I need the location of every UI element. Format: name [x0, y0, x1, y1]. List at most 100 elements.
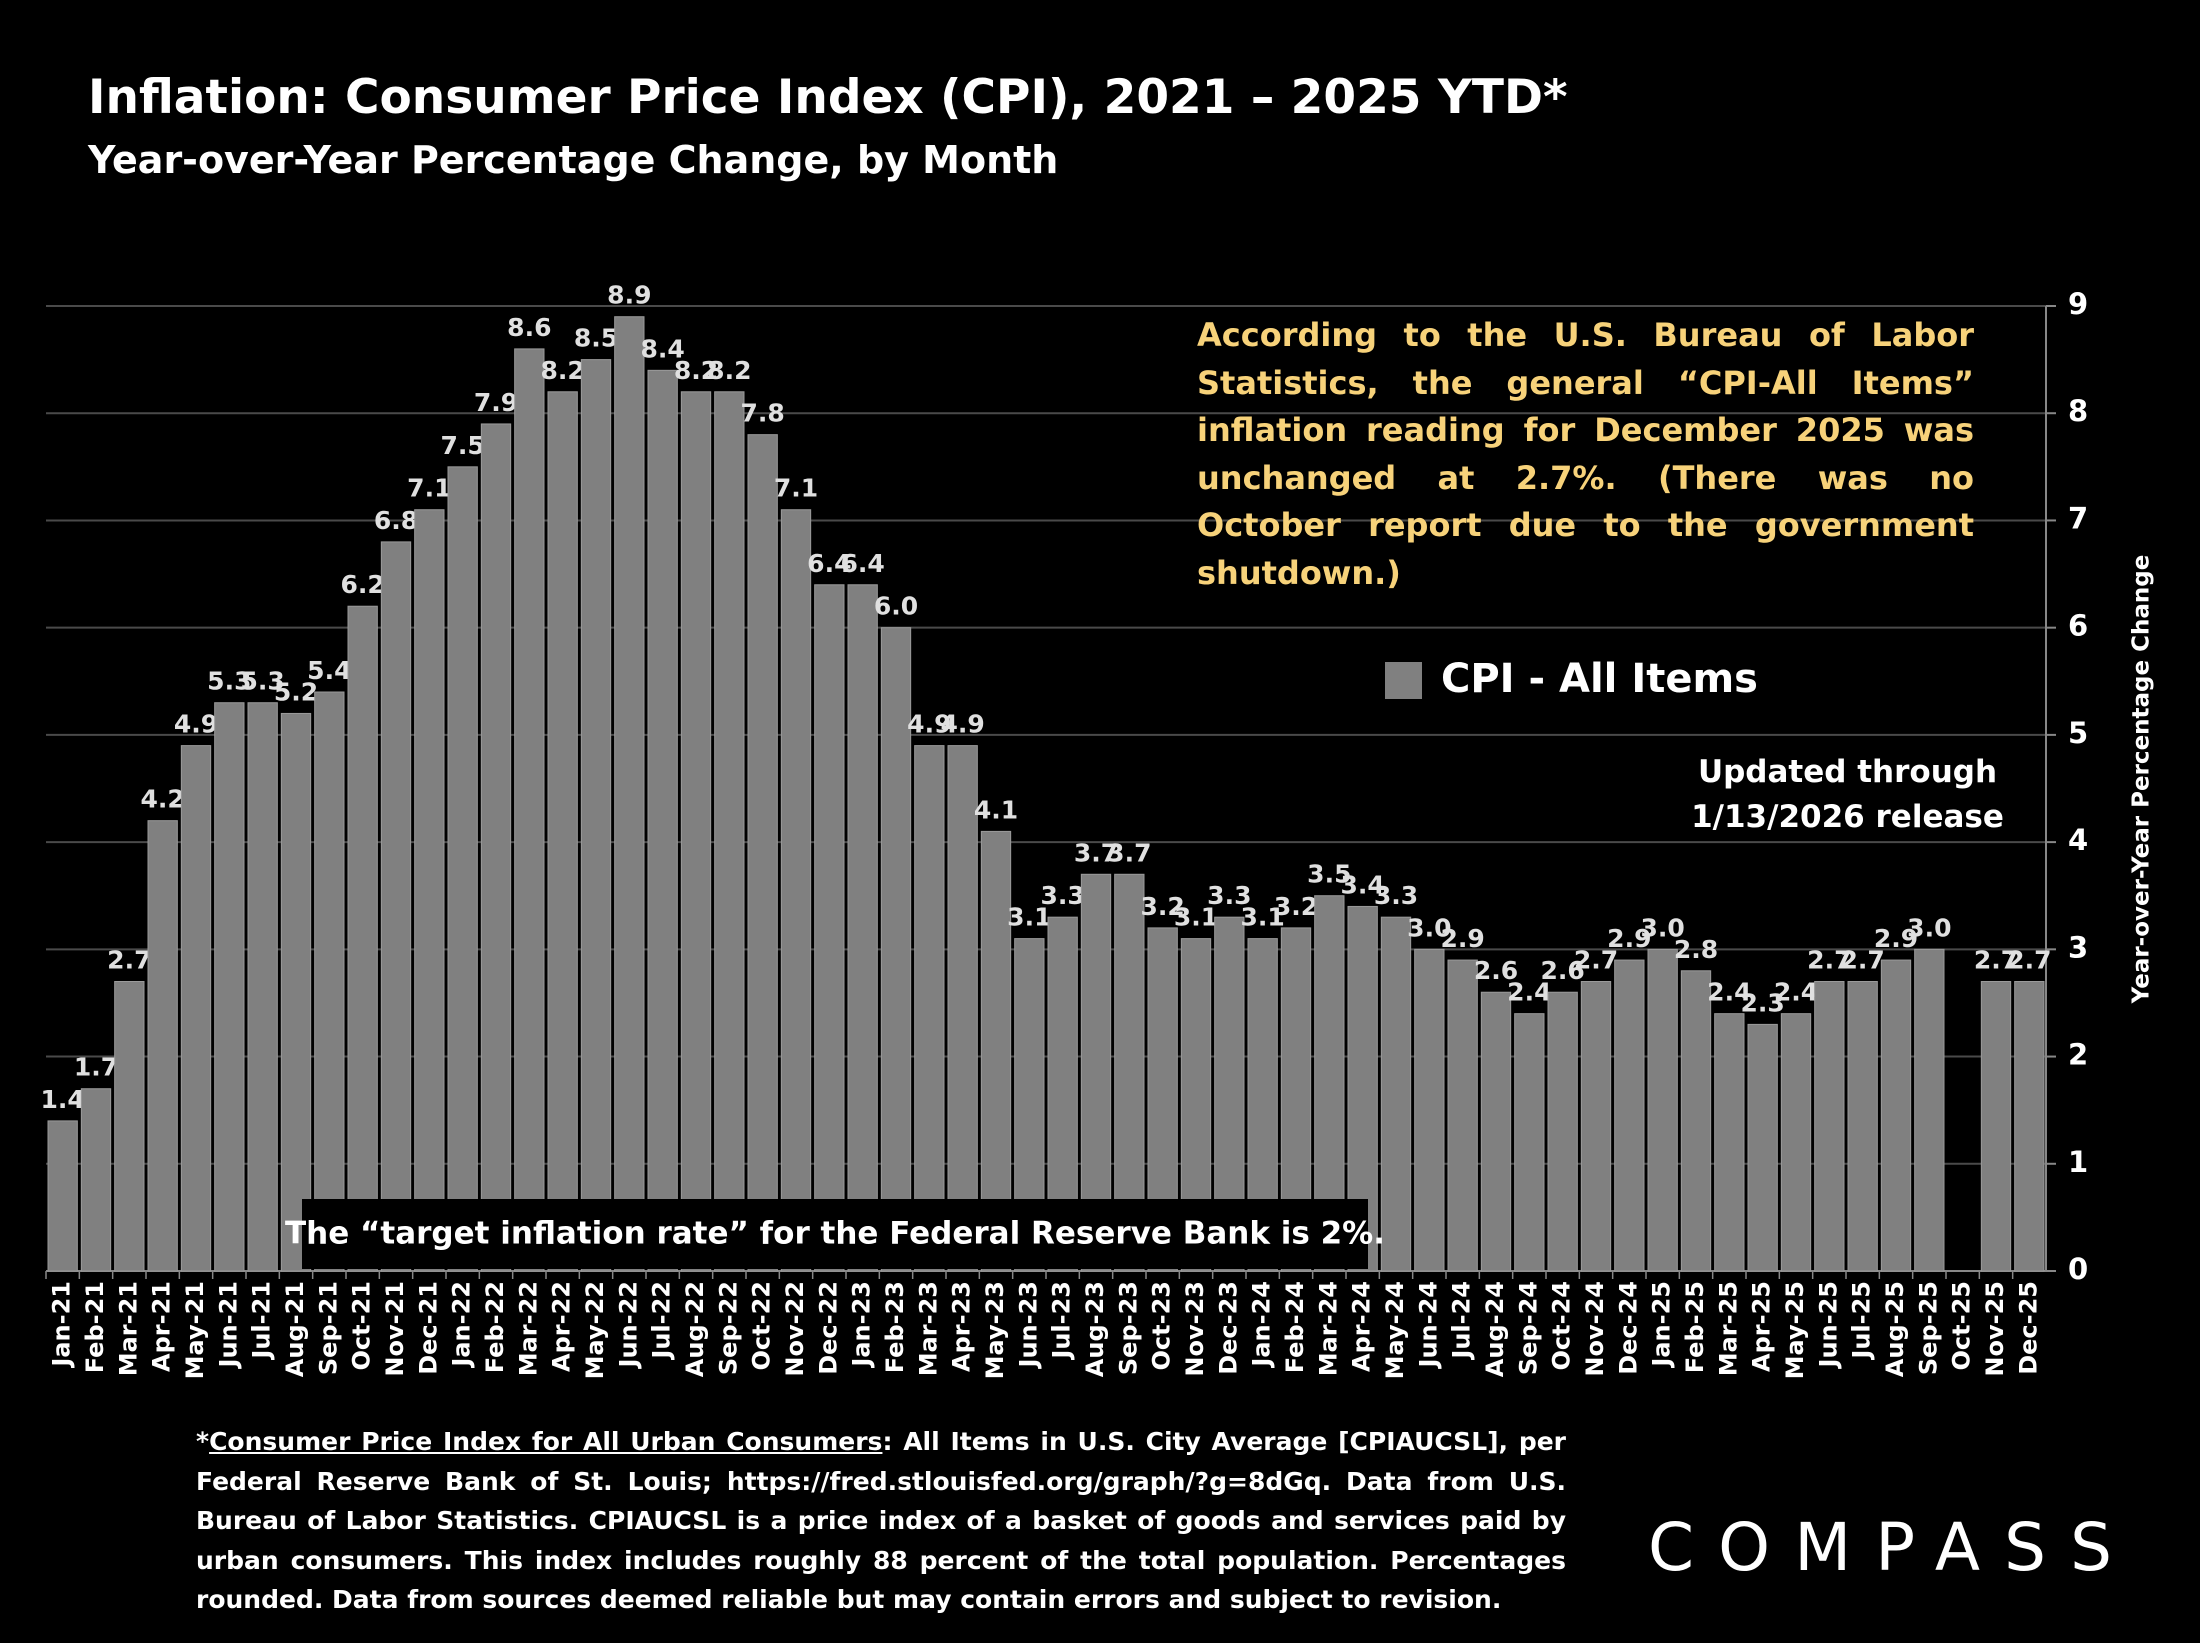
bar: [1580, 981, 1612, 1272]
x-tick-label: Jun-22: [614, 1281, 642, 1369]
data-label: 6.8: [374, 506, 418, 535]
x-tick-label: Sep-25: [1914, 1281, 1942, 1375]
data-label: 5.4: [307, 656, 351, 685]
data-label: 2.4: [1707, 978, 1751, 1007]
data-label: 2.7: [1974, 946, 2018, 975]
legend-swatch: [1385, 662, 1422, 699]
x-tick-label: Feb-25: [1681, 1281, 1709, 1373]
data-label: 8.2: [541, 356, 585, 385]
data-label: 2.9: [1874, 924, 1918, 953]
x-tick-label: Feb-22: [481, 1281, 509, 1373]
data-label: 8.2: [674, 356, 718, 385]
x-tick-label: Mar-21: [114, 1281, 142, 1376]
legend-label: CPI - All Items: [1441, 656, 1758, 702]
x-tick-label: Aug-24: [1481, 1281, 1509, 1377]
bar: [114, 981, 145, 1272]
x-tick-label: Dec-22: [814, 1281, 842, 1375]
x-tick-label: Nov-21: [381, 1281, 409, 1377]
data-label: 2.7: [2007, 946, 2051, 975]
x-tick-label: Feb-24: [1281, 1281, 1309, 1373]
data-label: 2.7: [1574, 946, 1618, 975]
x-tick-label: Jun-24: [1414, 1281, 1442, 1369]
bar: [1880, 959, 1912, 1272]
bar: [880, 627, 912, 1272]
x-tick-label: Jan-24: [1248, 1281, 1276, 1369]
x-tick-label: Jun-23: [1014, 1281, 1042, 1369]
data-label: 8.5: [574, 324, 618, 353]
y-tick-label: 5: [2068, 716, 2088, 750]
data-label: 7.8: [741, 399, 785, 428]
bar: [947, 745, 978, 1272]
y-tick-label: 0: [2068, 1252, 2088, 1286]
updated-line: 1/13/2026 release: [1691, 799, 2004, 835]
bar: [247, 702, 278, 1272]
data-label: 2.9: [1607, 924, 1651, 953]
bar: [714, 391, 745, 1272]
data-label: 3.0: [1407, 913, 1451, 942]
x-tick-label: Jan-25: [1648, 1281, 1676, 1369]
y-tick-label: 2: [2068, 1038, 2088, 1072]
footnote-source: Consumer Price Index for All Urban Consu…: [209, 1427, 883, 1456]
bar: [1480, 991, 1512, 1272]
footnote: *Consumer Price Index for All Urban Cons…: [196, 1422, 1566, 1620]
bar: [1914, 948, 1945, 1272]
bar: [380, 541, 412, 1272]
y-tick-label: 6: [2068, 609, 2088, 643]
data-label: 7.5: [441, 431, 485, 460]
data-label: 5.3: [241, 667, 285, 696]
bar: [1647, 948, 1678, 1272]
data-label: 2.7: [1807, 946, 1851, 975]
data-label: 2.9: [1441, 924, 1485, 953]
chart-subtitle: Year-over-Year Percentage Change, by Mon…: [88, 138, 1059, 182]
data-label: 4.1: [974, 795, 1018, 824]
x-tick-label: Dec-24: [1614, 1281, 1642, 1375]
x-tick-label: Dec-21: [414, 1281, 442, 1375]
x-tick-label: Nov-24: [1581, 1281, 1609, 1377]
bar: [1747, 1023, 1778, 1272]
x-tick-label: Feb-23: [881, 1281, 909, 1373]
x-tick-label: Jun-25: [1814, 1281, 1842, 1369]
bar: [1547, 991, 1578, 1272]
y-axis-title: Year-over-Year Percentage Change: [2129, 555, 2155, 1005]
x-tick-label: Feb-21: [81, 1281, 109, 1373]
x-tick-label: Sep-23: [1114, 1281, 1142, 1375]
y-tick-label: 9: [2068, 287, 2088, 321]
bar: [1380, 916, 1412, 1272]
y-tick-label: 7: [2068, 501, 2088, 535]
bar: [1614, 959, 1645, 1272]
data-label: 7.9: [474, 388, 518, 417]
x-tick-label: Apr-25: [1748, 1281, 1776, 1372]
data-label: 8.6: [507, 313, 551, 342]
x-tick-label: Jul-23: [1048, 1281, 1076, 1361]
data-label: 2.6: [1474, 956, 1518, 985]
x-tick-label: May-24: [1381, 1281, 1409, 1379]
x-tick-label: Aug-25: [1881, 1281, 1909, 1377]
x-tick-label: Oct-25: [1948, 1281, 1976, 1370]
x-tick-label: Jan-21: [48, 1281, 76, 1369]
data-label: 1.7: [74, 1053, 118, 1082]
x-tick-label: Nov-25: [1981, 1281, 2009, 1377]
data-label: 3.7: [1074, 838, 1118, 867]
bar: [180, 745, 212, 1272]
bar: [1714, 1013, 1745, 1272]
bar: [847, 584, 878, 1272]
x-tick-label: Jul-22: [648, 1281, 676, 1361]
data-label: 5.3: [207, 667, 251, 696]
data-label: 6.4: [841, 549, 885, 578]
bar: [414, 509, 445, 1272]
x-tick-label: Aug-22: [681, 1281, 709, 1377]
data-label: 2.4: [1507, 978, 1551, 1007]
data-label: 6.0: [874, 592, 918, 621]
bar: [1980, 981, 2012, 1272]
updated-note: Updated through 1/13/2026 release: [1680, 750, 2015, 840]
x-tick-label: Mar-24: [1314, 1281, 1342, 1376]
target-note-box: [302, 1199, 1368, 1269]
data-label: 4.9: [941, 710, 985, 739]
data-label: 3.3: [1374, 881, 1418, 910]
data-label: 3.3: [1041, 881, 1085, 910]
data-label: 3.5: [1307, 860, 1351, 889]
x-tick-label: Jun-21: [214, 1281, 242, 1369]
x-tick-label: Apr-22: [548, 1281, 576, 1372]
data-label: 8.4: [641, 334, 685, 363]
footnote-mark: *: [196, 1427, 210, 1456]
